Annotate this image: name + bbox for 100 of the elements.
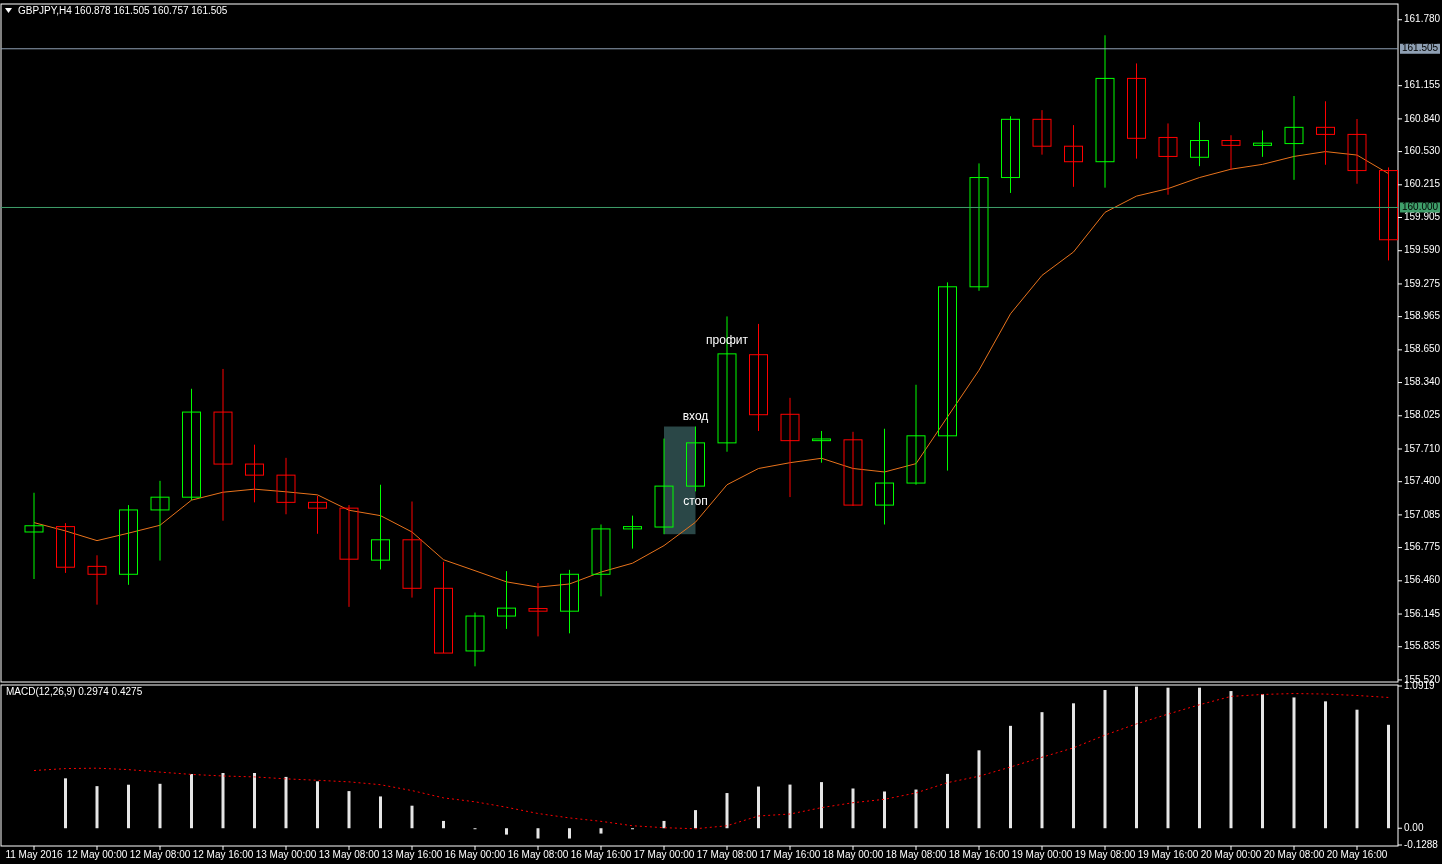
x-tick-label: 12 May 08:00 xyxy=(129,849,191,860)
y-tick-label: 157.085 xyxy=(1404,508,1441,520)
candlestick xyxy=(938,281,957,472)
x-tick-label: 18 May 08:00 xyxy=(885,849,947,860)
y-tick-label: 0.00 xyxy=(1404,821,1424,833)
x-tick-label: 12 May 00:00 xyxy=(66,849,128,860)
candlestick xyxy=(150,480,170,562)
y-tick-label: 160.215 xyxy=(1404,178,1441,190)
bar xyxy=(442,820,445,829)
candlestick xyxy=(1064,124,1083,188)
x-tick-label: 19 May 08:00 xyxy=(1074,849,1136,860)
candlestick xyxy=(560,569,579,634)
candlestick xyxy=(402,501,422,599)
bar xyxy=(568,828,571,839)
candlestick xyxy=(465,612,485,667)
y-tick-label: 156.460 xyxy=(1404,574,1441,586)
candlestick xyxy=(213,368,233,522)
candlestick xyxy=(182,388,201,501)
bar xyxy=(221,773,225,829)
x-tick-label: 19 May 00:00 xyxy=(1011,849,1073,860)
bar xyxy=(158,783,162,829)
y-tick-label: -0.1288 xyxy=(1404,838,1439,850)
x-tick-label: 13 May 16:00 xyxy=(381,849,443,860)
bar xyxy=(1103,690,1107,829)
bar xyxy=(190,774,193,829)
candlestick xyxy=(749,323,768,432)
candlestick xyxy=(1347,118,1367,185)
bar xyxy=(883,791,886,829)
candlestick xyxy=(87,554,107,606)
y-tick-label: 160.840 xyxy=(1404,112,1441,124)
candlestick xyxy=(654,438,674,535)
bar xyxy=(851,788,855,829)
y-tick-label: 158.340 xyxy=(1404,376,1441,388)
bar xyxy=(1229,691,1233,829)
x-tick-label: 17 May 00:00 xyxy=(633,849,695,860)
candlestick xyxy=(308,495,327,535)
bar xyxy=(757,786,760,829)
candlestick xyxy=(1316,100,1335,166)
x-tick-label: 13 May 00:00 xyxy=(255,849,317,860)
bar xyxy=(536,828,540,839)
candlestick xyxy=(371,484,390,570)
bar xyxy=(1166,687,1170,829)
bar xyxy=(1072,703,1075,829)
y-tick-label: 159.905 xyxy=(1404,211,1441,223)
x-tick-label: 13 May 08:00 xyxy=(318,849,380,860)
y-tick-label: 161.155 xyxy=(1404,79,1441,91)
candlestick xyxy=(1284,95,1304,181)
bar xyxy=(347,791,351,829)
annotation: стоп xyxy=(683,494,708,509)
bar xyxy=(127,784,130,829)
candlestick xyxy=(1190,121,1209,167)
x-tick-label: 19 May 16:00 xyxy=(1137,849,1199,860)
annotation: вход xyxy=(682,408,709,423)
bar xyxy=(95,786,99,829)
x-tick-label: 20 May 08:00 xyxy=(1263,849,1325,860)
bar xyxy=(1009,725,1012,829)
candlestick xyxy=(276,457,296,515)
candlestick xyxy=(1001,115,1020,194)
y-tick-label: 158.650 xyxy=(1404,343,1441,355)
bar xyxy=(820,782,823,829)
chart-title: GBPJPY,H4 160.878 161.505 160.757 161.505 xyxy=(18,4,228,16)
bar xyxy=(253,773,256,829)
bar xyxy=(662,820,666,829)
bar xyxy=(379,796,382,829)
bar xyxy=(410,805,414,829)
candlestick xyxy=(686,426,705,492)
y-tick-label: 159.275 xyxy=(1404,277,1441,289)
x-tick-label: 18 May 16:00 xyxy=(948,849,1010,860)
ref-line-label: 160.000 xyxy=(1402,201,1439,213)
bar xyxy=(1198,687,1201,829)
candlestick xyxy=(528,582,548,637)
bar xyxy=(1040,712,1044,829)
y-tick-label: 157.710 xyxy=(1404,442,1441,454)
bar xyxy=(694,810,697,829)
bar xyxy=(64,778,67,829)
bar xyxy=(1355,709,1359,829)
bar xyxy=(1324,701,1327,829)
x-tick-label: 20 May 16:00 xyxy=(1326,849,1388,860)
bar xyxy=(284,776,288,829)
y-tick-label: 159.590 xyxy=(1404,244,1441,256)
candlestick xyxy=(497,570,516,630)
candlestick xyxy=(245,444,264,503)
candlestick xyxy=(623,515,642,550)
bar xyxy=(316,781,319,829)
bar xyxy=(914,789,918,829)
x-tick-label: 16 May 16:00 xyxy=(570,849,632,860)
candlestick xyxy=(906,384,926,486)
y-tick-label: 161.780 xyxy=(1404,13,1441,25)
candlestick xyxy=(1221,134,1241,171)
x-tick-label: 17 May 16:00 xyxy=(759,849,821,860)
x-tick-label: 12 May 16:00 xyxy=(192,849,254,860)
bar xyxy=(599,828,603,834)
candlestick xyxy=(780,397,800,498)
candlestick xyxy=(119,504,138,586)
line-series xyxy=(33,151,1389,588)
candlestick xyxy=(591,524,611,597)
candlestick xyxy=(434,561,453,654)
candlestick xyxy=(1095,34,1115,189)
annotation: профит xyxy=(706,332,749,347)
candlestick xyxy=(969,162,989,292)
